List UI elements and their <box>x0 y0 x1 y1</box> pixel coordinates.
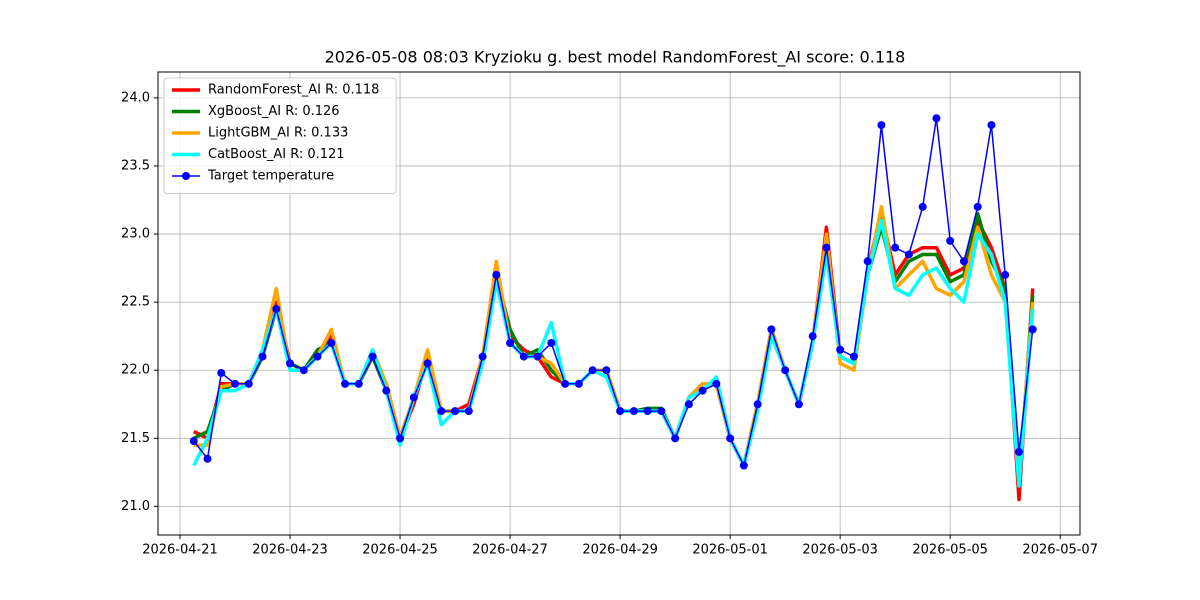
data-point <box>286 359 295 368</box>
legend-label: Target temperature <box>207 169 334 184</box>
x-tick-label: 2026-04-27 <box>472 543 548 558</box>
data-point <box>189 437 198 446</box>
y-tick-label: 23.0 <box>121 227 150 242</box>
data-point <box>354 379 363 388</box>
data-point <box>1028 325 1037 334</box>
data-point <box>616 407 625 416</box>
data-point <box>478 352 487 361</box>
x-tick-label: 2026-05-03 <box>802 543 878 558</box>
legend-marker <box>182 172 190 180</box>
data-point <box>423 359 432 368</box>
data-point <box>698 386 707 395</box>
data-point <box>492 270 501 279</box>
y-tick-label: 22.0 <box>121 363 150 378</box>
data-point <box>643 407 652 416</box>
data-point <box>409 393 418 402</box>
data-point <box>726 434 735 443</box>
legend: RandomForest_AI R: 0.118 XgBoost_AI R: 0.… <box>163 77 397 194</box>
data-point <box>987 121 996 130</box>
data-point <box>781 366 790 375</box>
data-point <box>822 243 831 252</box>
x-tick-label: 2026-05-05 <box>912 543 988 558</box>
data-point <box>396 434 405 443</box>
data-point <box>712 379 721 388</box>
data-point <box>849 352 858 361</box>
legend-label: CatBoost_AI R: 0.121 <box>208 147 345 162</box>
data-point <box>533 352 542 361</box>
data-point <box>519 352 528 361</box>
data-point <box>561 379 570 388</box>
series-line <box>193 117 1034 467</box>
x-tick-label: 2026-04-29 <box>582 543 658 558</box>
data-point <box>918 202 927 211</box>
data-point <box>382 386 391 395</box>
data-point <box>203 454 212 463</box>
data-point <box>327 338 336 347</box>
x-tick-label: 2026-04-21 <box>142 543 218 558</box>
data-point <box>258 352 267 361</box>
y-tick-label: 22.5 <box>121 295 150 310</box>
data-point <box>1001 270 1010 279</box>
data-point <box>272 304 281 313</box>
data-point <box>368 352 377 361</box>
data-point <box>684 400 693 409</box>
data-point <box>1014 447 1023 456</box>
data-point <box>506 338 515 347</box>
data-point <box>946 236 955 245</box>
data-point <box>602 366 611 375</box>
x-tick-label: 2026-05-07 <box>1022 543 1098 558</box>
x-tick-label: 2026-04-23 <box>252 543 328 558</box>
plot-frame <box>157 71 1081 536</box>
data-point <box>904 250 913 259</box>
data-point <box>464 407 473 416</box>
data-point <box>671 434 680 443</box>
data-point <box>739 461 748 470</box>
y-tick-label: 21.5 <box>121 431 150 446</box>
x-tick-label: 2026-04-25 <box>362 543 438 558</box>
y-tick-label: 23.5 <box>121 158 150 173</box>
data-point <box>794 400 803 409</box>
data-point <box>959 257 968 266</box>
data-point <box>657 407 666 416</box>
chart-title: 2026-05-08 08:03 Kryzioku g. best model … <box>325 48 906 68</box>
data-point <box>341 379 350 388</box>
data-point <box>574 379 583 388</box>
data-point <box>547 338 556 347</box>
data-point <box>836 345 845 354</box>
data-point <box>863 257 872 266</box>
data-point <box>629 407 638 416</box>
legend-box <box>163 77 397 194</box>
data-point <box>767 325 776 334</box>
legend-label: RandomForest_AI R: 0.118 <box>208 83 379 98</box>
data-point <box>877 121 886 130</box>
data-point <box>313 352 322 361</box>
legend-label: LightGBM_AI R: 0.133 <box>208 126 348 141</box>
data-point <box>891 243 900 252</box>
x-tick-label: 2026-05-01 <box>692 543 768 558</box>
data-point <box>973 202 982 211</box>
data-point <box>217 368 226 377</box>
data-point <box>588 366 597 375</box>
data-point <box>299 366 308 375</box>
legend-label: XgBoost_AI R: 0.126 <box>208 104 340 119</box>
data-point <box>808 332 817 341</box>
y-tick-label: 24.0 <box>121 90 150 105</box>
data-point <box>437 407 446 416</box>
data-point <box>244 379 253 388</box>
data-point <box>932 114 941 123</box>
data-point <box>451 407 460 416</box>
data-point <box>753 400 762 409</box>
data-point <box>231 379 240 388</box>
y-tick-label: 21.0 <box>121 499 150 514</box>
